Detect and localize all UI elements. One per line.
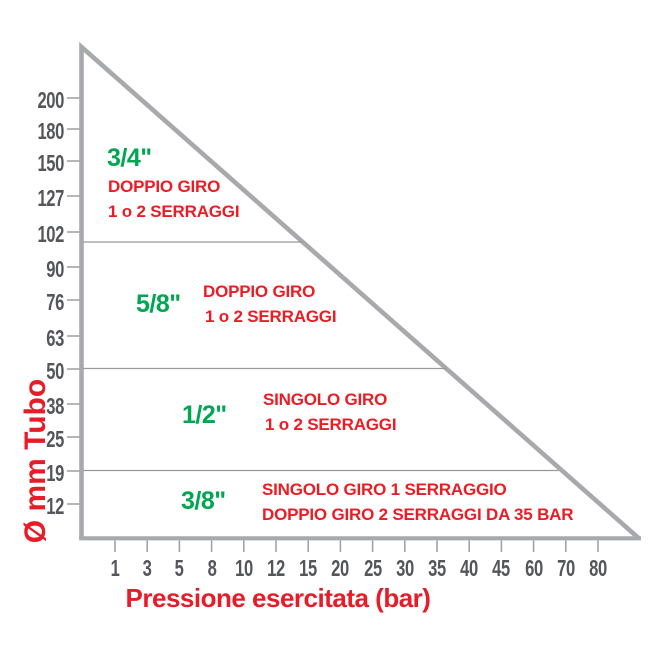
x-tick-label: 5 xyxy=(174,555,184,581)
y-axis-tick-marks xyxy=(67,97,80,505)
x-tick-label: 3 xyxy=(142,555,152,581)
x-tick-label: 25 xyxy=(363,555,382,581)
zone-instruction-3-8-line2: DOPPIO GIRO 2 SERRAGGI DA 35 BAR xyxy=(262,505,574,524)
x-tick-label: 80 xyxy=(589,555,607,581)
y-tick-label: 63 xyxy=(46,325,64,351)
y-tick-label: 76 xyxy=(46,289,64,315)
x-tick-label: 12 xyxy=(267,555,285,581)
x-tick-label: 15 xyxy=(299,555,318,581)
x-tick-label: 30 xyxy=(395,555,414,581)
x-tick-label: 1 xyxy=(110,555,120,581)
x-axis-title: Pressione esercitata (bar) xyxy=(125,583,431,613)
zone-instruction-5-8-line1: DOPPIO GIRO xyxy=(203,282,316,301)
zone-instruction-3-8-line1: SINGOLO GIRO 1 SERRAGGIO xyxy=(262,480,507,499)
y-tick-label: 200 xyxy=(37,87,64,113)
y-tick-label: 127 xyxy=(37,185,64,211)
zone-size-label-3-8: 3/8" xyxy=(181,487,226,515)
x-tick-label: 8 xyxy=(207,555,217,581)
x-tick-label: 10 xyxy=(234,555,253,581)
zone-instruction-3-4-line1: DOPPIO GIRO xyxy=(108,177,221,196)
y-tick-label: 50 xyxy=(46,358,64,384)
x-tick-label: 45 xyxy=(492,555,511,581)
x-tick-label: 70 xyxy=(556,555,575,581)
y-tick-label: 25 xyxy=(46,426,64,452)
zone-size-label-3-4: 3/4" xyxy=(107,144,152,172)
y-tick-label: 12 xyxy=(46,493,64,519)
x-axis-tick-marks xyxy=(114,540,599,552)
y-tick-label: 102 xyxy=(37,221,64,247)
x-tick-label: 40 xyxy=(460,555,479,581)
y-tick-label: 19 xyxy=(46,460,64,486)
y-tick-label: 38 xyxy=(46,393,64,419)
triangle-boundary-line xyxy=(79,41,641,540)
x-tick-label: 20 xyxy=(331,555,350,581)
x-tick-label: 35 xyxy=(428,555,446,581)
y-tick-label: 150 xyxy=(37,150,64,176)
zone-size-label-5-8: 5/8" xyxy=(136,290,181,318)
zone-instruction-5-8-line2: 1 o 2 SERRAGGI xyxy=(205,307,337,326)
zone-instruction-1-2-line1: SINGOLO GIRO xyxy=(263,390,388,409)
x-tick-label: 60 xyxy=(524,555,543,581)
y-tick-label: 180 xyxy=(37,118,64,144)
y-tick-label: 90 xyxy=(46,256,64,282)
zone-size-label-1-2: 1/2" xyxy=(182,401,227,429)
zone-instruction-3-4-line2: 1 o 2 SERRAGGI xyxy=(108,202,240,221)
zone-instruction-1-2-line2: 1 o 2 SERRAGGI xyxy=(265,415,397,434)
y-axis-title: Ø mm Tubo xyxy=(19,378,52,544)
